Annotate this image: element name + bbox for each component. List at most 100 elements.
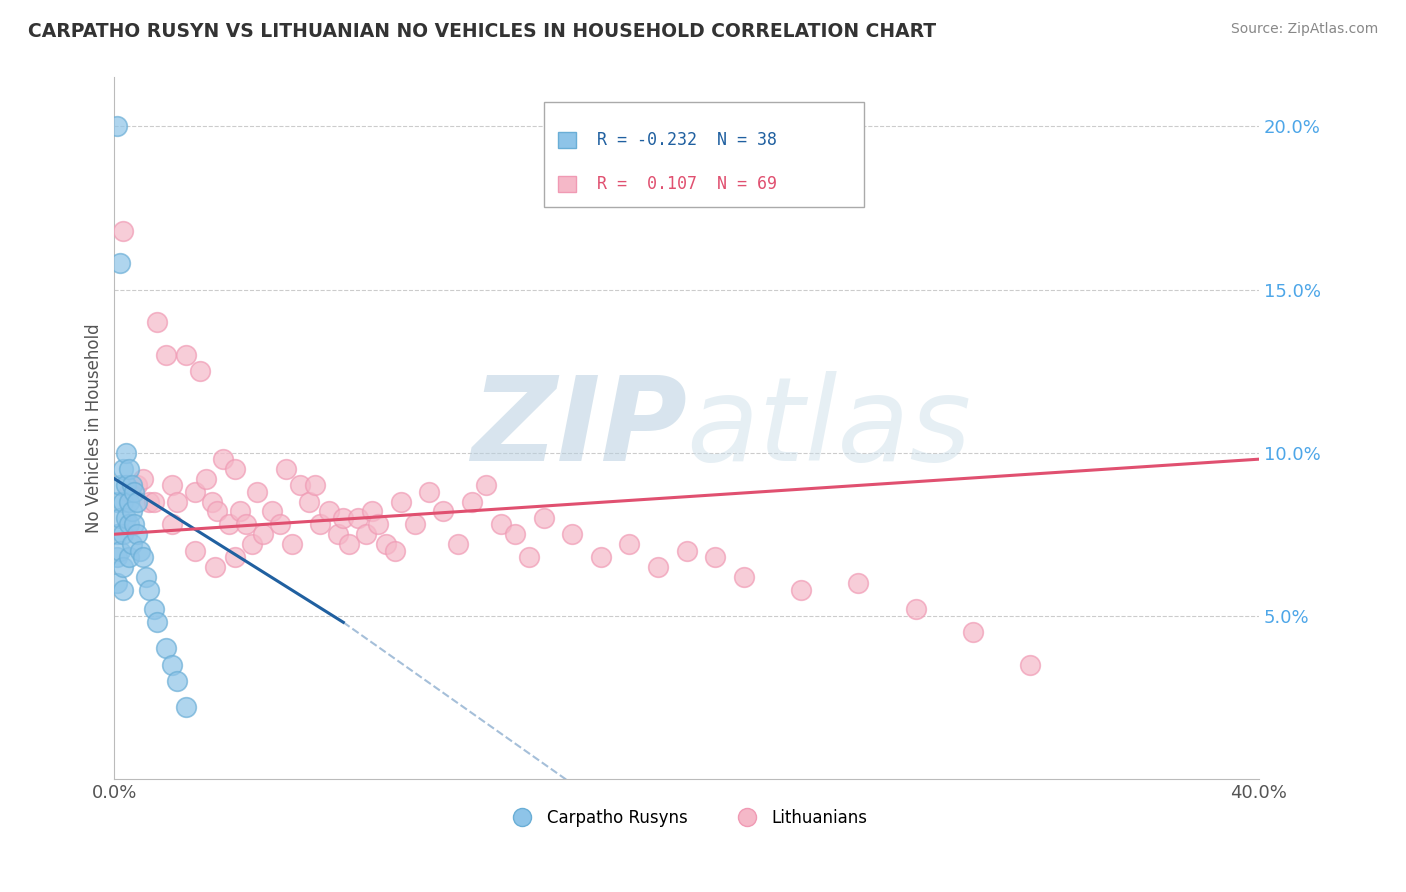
Point [533, 511, 555, 525]
Point [224, 550, 246, 565]
Point [174, 348, 197, 362]
Text: atlas: atlas [686, 371, 972, 485]
Point [127, 478, 149, 492]
Point [790, 582, 813, 597]
Point [118, 550, 141, 565]
Point [118, 517, 141, 532]
Point [111, 559, 134, 574]
Point [115, 445, 138, 459]
Text: R = -0.232  N = 38: R = -0.232 N = 38 [598, 131, 778, 149]
Point [108, 543, 131, 558]
Point [108, 511, 131, 525]
Point [475, 478, 498, 492]
Point [384, 543, 406, 558]
Point [561, 527, 583, 541]
Text: ZIP: ZIP [471, 371, 686, 485]
Point [354, 527, 377, 541]
Point [389, 494, 412, 508]
Point [212, 452, 235, 467]
Point [337, 537, 360, 551]
Point [166, 673, 188, 688]
Point [229, 504, 252, 518]
Point [155, 641, 177, 656]
Point [155, 348, 177, 362]
Point [135, 569, 157, 583]
Point [124, 484, 146, 499]
Point [589, 550, 612, 565]
FancyBboxPatch shape [558, 132, 576, 147]
Point [121, 478, 143, 492]
Point [418, 484, 440, 499]
Point [132, 472, 155, 486]
Point [118, 462, 141, 476]
Point [207, 504, 229, 518]
Point [127, 494, 149, 508]
Point [318, 504, 340, 518]
Y-axis label: No Vehicles in Household: No Vehicles in Household [86, 324, 103, 533]
Point [326, 527, 349, 541]
Point [108, 478, 131, 492]
Point [274, 462, 297, 476]
Point [290, 478, 312, 492]
Point [194, 472, 217, 486]
Point [298, 494, 321, 508]
Point [304, 478, 326, 492]
Point [201, 494, 224, 508]
Point [105, 527, 128, 541]
Point [111, 224, 134, 238]
Legend: Carpatho Rusyns, Lithuanians: Carpatho Rusyns, Lithuanians [499, 803, 875, 834]
Point [174, 700, 197, 714]
FancyBboxPatch shape [558, 177, 576, 192]
FancyBboxPatch shape [544, 102, 865, 207]
Point [281, 537, 304, 551]
Point [846, 576, 869, 591]
Point [121, 537, 143, 551]
Point [375, 537, 398, 551]
Point [246, 484, 269, 499]
Point [138, 494, 160, 508]
Point [647, 559, 669, 574]
Point [121, 504, 143, 518]
Point [404, 517, 426, 532]
Point [143, 602, 166, 616]
Point [108, 256, 131, 270]
Point [146, 315, 169, 329]
Point [111, 462, 134, 476]
Point [260, 504, 283, 518]
Point [183, 543, 205, 558]
Point [1019, 657, 1042, 672]
Point [447, 537, 470, 551]
Point [146, 615, 169, 630]
Point [309, 517, 332, 532]
Point [704, 550, 727, 565]
Point [118, 484, 141, 499]
Text: Source: ZipAtlas.com: Source: ZipAtlas.com [1230, 22, 1378, 37]
Text: R =  0.107  N = 69: R = 0.107 N = 69 [598, 175, 778, 193]
Point [733, 569, 755, 583]
Point [252, 527, 274, 541]
Point [332, 511, 354, 525]
Point [111, 527, 134, 541]
Point [129, 543, 152, 558]
Point [166, 494, 188, 508]
Point [269, 517, 291, 532]
Point [105, 576, 128, 591]
Point [105, 494, 128, 508]
Text: CARPATHO RUSYN VS LITHUANIAN NO VEHICLES IN HOUSEHOLD CORRELATION CHART: CARPATHO RUSYN VS LITHUANIAN NO VEHICLES… [28, 22, 936, 41]
Point [160, 517, 183, 532]
Point [235, 517, 257, 532]
Point [361, 504, 384, 518]
Point [127, 527, 149, 541]
Point [188, 364, 211, 378]
Point [111, 582, 134, 597]
Point [224, 462, 246, 476]
Point [367, 517, 389, 532]
Point [489, 517, 512, 532]
Point [432, 504, 454, 518]
Point [218, 517, 240, 532]
Point [118, 494, 141, 508]
Point [904, 602, 927, 616]
Point [160, 657, 183, 672]
Point [619, 537, 641, 551]
Point [503, 527, 526, 541]
